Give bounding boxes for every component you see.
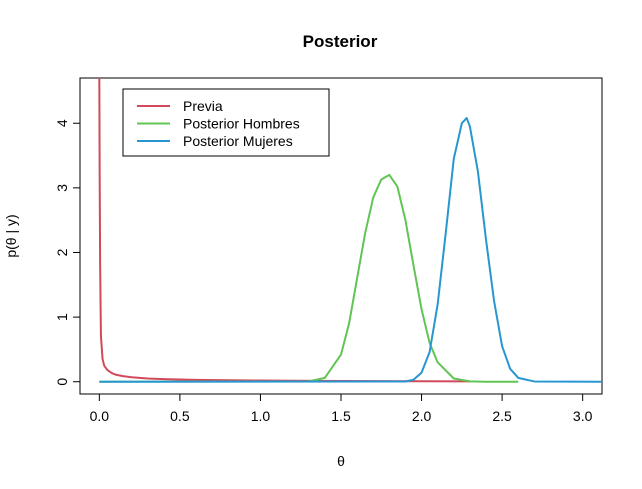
x-tick-label: 2.5 <box>492 408 512 424</box>
chart-title: Posterior <box>303 32 378 51</box>
x-tick-label: 0.5 <box>170 408 190 424</box>
x-axis: 0.0 0.5 1.0 1.5 2.0 2.5 3.0 <box>90 393 593 424</box>
y-tick-label: 1 <box>54 313 70 321</box>
x-tick-label: 1.0 <box>251 408 271 424</box>
x-tick-label: 3.0 <box>573 408 593 424</box>
legend-label: Previa <box>183 98 223 114</box>
x-tick-label: 0.0 <box>90 408 110 424</box>
y-tick-label: 0 <box>54 378 70 386</box>
x-tick-label: 1.5 <box>331 408 351 424</box>
x-tick-label: 2.0 <box>412 408 432 424</box>
legend-label: Posterior Hombres <box>183 116 300 132</box>
series-line-2 <box>99 117 602 383</box>
y-tick-label: 3 <box>54 184 70 192</box>
y-axis-label: p(θ | y) <box>3 214 19 257</box>
legend-label: Posterior Mujeres <box>183 133 293 149</box>
series-line-1 <box>99 173 519 383</box>
series-layer <box>98 78 602 383</box>
y-tick-label: 2 <box>54 248 70 256</box>
y-axis: 0 1 2 3 4 <box>54 119 81 386</box>
y-tick-label: 4 <box>54 119 70 127</box>
x-axis-label: θ <box>337 453 345 469</box>
